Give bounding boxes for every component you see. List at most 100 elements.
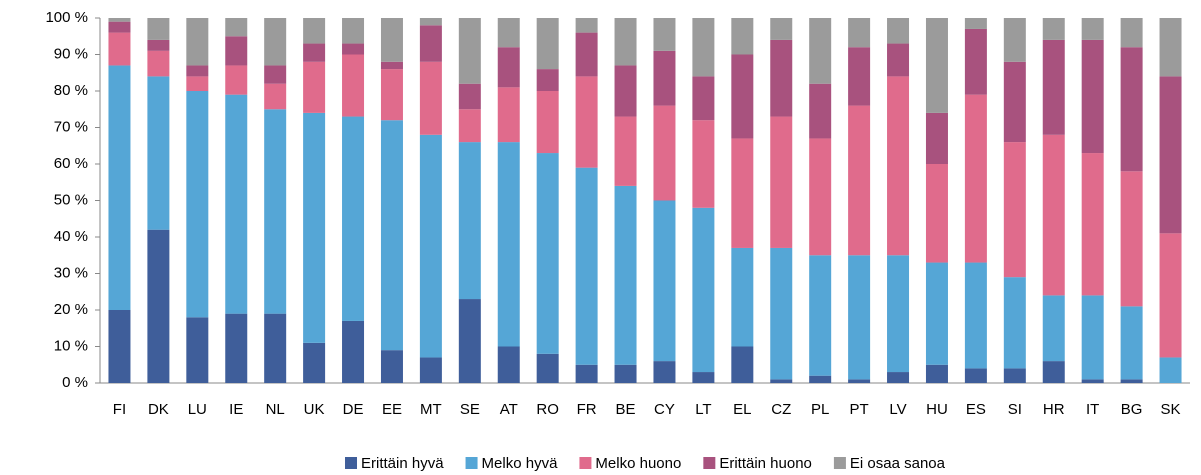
x-tick-label: AT [500, 401, 518, 418]
bar-segment [887, 76, 910, 256]
bar-segment [342, 116, 365, 321]
x-tick-label: IE [229, 401, 243, 418]
bar-segment [653, 105, 676, 201]
x-tick-label: SE [460, 401, 480, 418]
bar-segment [380, 61, 403, 70]
bar-segment [536, 91, 559, 154]
bar-segment [536, 18, 559, 70]
x-tick-label: PL [811, 401, 829, 418]
y-tick-label: 30 % [54, 264, 88, 281]
bar-segment [887, 43, 910, 77]
bar-segment [147, 76, 170, 230]
bar-segment [848, 18, 871, 48]
bar-segment [419, 134, 442, 358]
bar-segment [1159, 18, 1182, 77]
bar-segment [1081, 295, 1104, 380]
bar-segment [731, 18, 754, 55]
bar-segment [1003, 142, 1026, 278]
bar-segment [575, 76, 598, 168]
bar-segment [186, 18, 209, 66]
bar-segment [264, 313, 287, 383]
bar-segment [536, 153, 559, 354]
bar-segment [225, 18, 248, 37]
bar-segment [692, 76, 715, 121]
x-tick-label: CY [654, 401, 675, 418]
bar-segment [342, 54, 365, 117]
bar-segment [731, 138, 754, 248]
bar-segment [342, 320, 365, 383]
x-tick-label: CZ [771, 401, 791, 418]
bar-segment [1081, 39, 1104, 154]
y-tick-label: 50 % [54, 191, 88, 208]
x-tick-label: MT [420, 401, 442, 418]
bar-segment [342, 43, 365, 55]
bar-segment [614, 364, 637, 383]
x-tick-label: HR [1043, 401, 1065, 418]
bar-segment [419, 18, 442, 26]
bar-segment [264, 65, 287, 84]
legend-swatch [703, 457, 716, 469]
legend-swatch [833, 457, 846, 469]
bar-segment [108, 21, 131, 33]
y-tick-label: 100 % [45, 9, 88, 26]
bar-segment [108, 65, 131, 310]
bar-segment [653, 50, 676, 106]
bar-segment [925, 18, 948, 113]
bar-segment [1120, 379, 1143, 383]
bar-segment [419, 25, 442, 62]
bar-segment [380, 350, 403, 383]
legend-swatch [579, 457, 592, 469]
bar-segment [653, 361, 676, 383]
x-tick-label: FR [577, 401, 597, 418]
x-tick-label: SK [1161, 401, 1181, 418]
bar-segment [1159, 357, 1182, 383]
bar-segment [497, 18, 520, 48]
bar-segment [809, 138, 832, 256]
bar-segment [1042, 18, 1065, 40]
bar-segment [264, 18, 287, 66]
legend-label: Melko hyvä [482, 455, 559, 472]
bar-segment [225, 65, 248, 95]
bar-segment [887, 255, 910, 373]
bar-segment [497, 142, 520, 347]
legend-swatch [465, 457, 478, 469]
bar-segment [108, 32, 131, 66]
bar-segment [1003, 277, 1026, 369]
bar-segment [497, 346, 520, 383]
bar-segment [1120, 306, 1143, 380]
bar-segment [536, 353, 559, 383]
x-tick-label: IT [1086, 401, 1099, 418]
bar-segment [303, 43, 326, 62]
bar-segment [458, 299, 481, 383]
bar-segment [1120, 47, 1143, 172]
bar-segment [575, 18, 598, 33]
bar-segment [925, 112, 948, 164]
bar-segment [964, 28, 987, 95]
bar-segment [848, 47, 871, 106]
y-tick-label: 90 % [54, 45, 88, 62]
x-tick-label: BG [1121, 401, 1143, 418]
bar-segment [225, 36, 248, 66]
bar-segment [1081, 18, 1104, 40]
bar-segment [770, 18, 793, 40]
bar-segment [147, 229, 170, 383]
bar-segment [809, 375, 832, 383]
bar-segment [1003, 61, 1026, 143]
bar-segment [303, 112, 326, 343]
x-tick-label: EE [382, 401, 402, 418]
y-tick-label: 70 % [54, 118, 88, 135]
legend-label: Erittäin huono [719, 455, 812, 472]
x-tick-label: LT [695, 401, 711, 418]
bar-segment [380, 69, 403, 121]
bar-segment [147, 50, 170, 77]
bar-segment [458, 142, 481, 300]
bar-segment [1120, 171, 1143, 307]
bar-segment [770, 39, 793, 117]
bar-segment [108, 18, 131, 22]
bar-segment [964, 368, 987, 383]
bar-segment [731, 346, 754, 383]
y-tick-label: 40 % [54, 228, 88, 245]
bar-segment [614, 18, 637, 66]
bar-segment [653, 18, 676, 51]
bar-segment [458, 109, 481, 143]
